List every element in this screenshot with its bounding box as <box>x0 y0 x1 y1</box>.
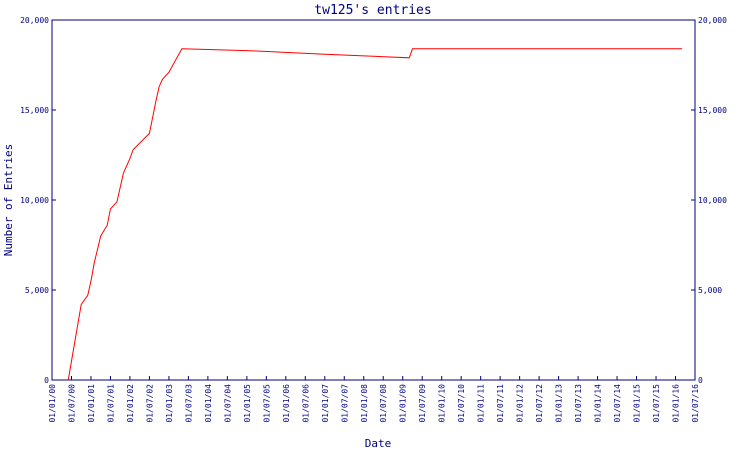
x-tick-label: 01/01/10 <box>438 384 447 423</box>
x-tick-label: 01/07/02 <box>145 384 154 423</box>
y-tick-label: 15,000 <box>20 106 49 115</box>
x-tick-label: 01/07/14 <box>613 384 622 423</box>
x-tick-label: 01/07/00 <box>67 384 76 423</box>
y-axis-label: Number of Entries <box>2 144 15 257</box>
x-tick-label: 01/01/15 <box>633 384 642 423</box>
x-tick-label: 01/01/11 <box>477 384 486 423</box>
x-tick-label: 01/01/00 <box>48 384 57 423</box>
y-tick-label: 20,000 <box>698 16 727 25</box>
x-axis-label: Date <box>365 437 392 450</box>
y-tick-label: 15,000 <box>698 106 727 115</box>
x-tick-label: 01/07/07 <box>340 384 349 423</box>
x-tick-label: 01/07/08 <box>379 384 388 423</box>
x-tick-label: 01/01/16 <box>672 384 681 423</box>
x-tick-label: 01/07/13 <box>574 384 583 423</box>
x-tick-label: 01/07/03 <box>184 384 193 423</box>
x-tick-label: 01/01/06 <box>282 384 291 423</box>
y-tick-label: 10,000 <box>20 196 49 205</box>
x-tick-label: 01/01/14 <box>594 384 603 423</box>
y-tick-label: 20,000 <box>20 16 49 25</box>
x-tick-label: 01/01/01 <box>87 384 96 423</box>
x-tick-label: 01/07/15 <box>652 384 661 423</box>
x-tick-label: 01/01/02 <box>126 384 135 423</box>
y-tick-label: 5,000 <box>25 286 49 295</box>
chart-title: tw125's entries <box>314 3 431 18</box>
x-tick-label: 01/01/08 <box>360 384 369 423</box>
x-tick-label: 01/07/04 <box>223 384 232 423</box>
x-tick-label: 01/07/11 <box>496 384 505 423</box>
x-tick-label: 01/07/16 <box>691 384 700 423</box>
y-tick-label: 5,000 <box>698 286 722 295</box>
x-tick-label: 01/01/13 <box>555 384 564 423</box>
x-tick-label: 01/01/12 <box>516 384 525 423</box>
x-tick-label: 01/01/03 <box>165 384 174 423</box>
data-line <box>67 48 683 381</box>
plot-frame <box>51 19 696 381</box>
x-tick-label: 01/01/07 <box>321 384 330 423</box>
x-tick-label: 01/01/05 <box>243 384 252 423</box>
y-tick-label: 0 <box>44 376 49 385</box>
x-tick-label: 01/07/06 <box>301 384 310 423</box>
x-tick-label: 01/07/12 <box>535 384 544 423</box>
x-tick-label: 01/07/09 <box>418 384 427 423</box>
y-tick-label: 0 <box>698 376 703 385</box>
x-tick-label: 01/01/04 <box>204 384 213 423</box>
x-tick-label: 01/07/01 <box>106 384 115 423</box>
x-tick-label: 01/01/09 <box>399 384 408 423</box>
y-tick-label: 10,000 <box>698 196 727 205</box>
x-tick-label: 01/07/10 <box>457 384 466 423</box>
x-tick-label: 01/07/05 <box>262 384 271 423</box>
